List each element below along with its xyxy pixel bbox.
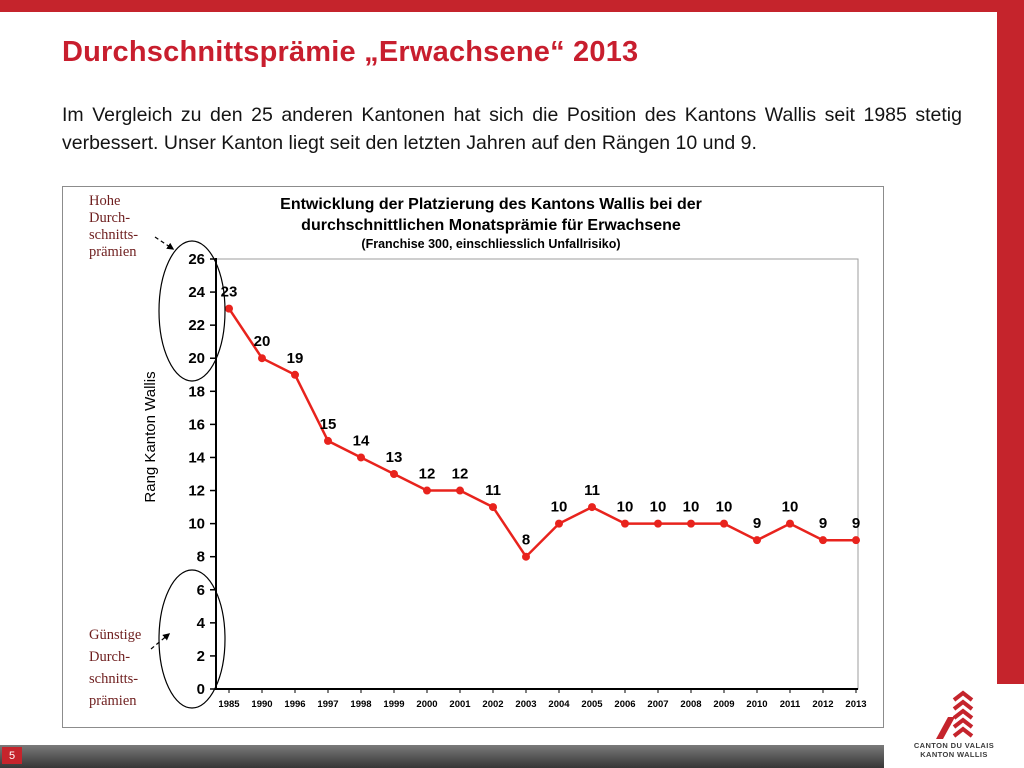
intro-paragraph: Im Vergleich zu den 25 anderen Kantonen … xyxy=(62,104,962,154)
svg-text:1990: 1990 xyxy=(251,699,272,710)
svg-text:14: 14 xyxy=(188,449,205,466)
svg-text:24: 24 xyxy=(188,284,205,301)
svg-text:2005: 2005 xyxy=(581,699,603,710)
svg-text:schnitts-: schnitts- xyxy=(89,227,138,243)
svg-text:12: 12 xyxy=(452,466,469,483)
svg-text:2000: 2000 xyxy=(416,699,437,710)
svg-text:20: 20 xyxy=(254,333,271,350)
svg-text:18: 18 xyxy=(188,383,205,400)
svg-text:Günstige: Günstige xyxy=(89,627,141,643)
svg-text:9: 9 xyxy=(753,515,761,532)
svg-text:9: 9 xyxy=(819,515,827,532)
svg-text:2013: 2013 xyxy=(845,699,866,710)
svg-text:2004: 2004 xyxy=(548,699,570,710)
svg-text:Durch-: Durch- xyxy=(89,210,130,226)
svg-text:4: 4 xyxy=(197,615,206,632)
svg-text:2012: 2012 xyxy=(812,699,833,710)
slide-title: Durchschnittsprämie „Erwachsene“ 2013 xyxy=(62,36,639,68)
page-number: 5 xyxy=(2,747,22,764)
canton-valais-logo-icon xyxy=(936,690,974,739)
svg-text:1998: 1998 xyxy=(350,699,371,710)
svg-text:13: 13 xyxy=(386,449,403,466)
svg-text:6: 6 xyxy=(197,582,205,599)
svg-text:10: 10 xyxy=(782,499,799,516)
svg-text:19: 19 xyxy=(287,350,304,367)
svg-text:2: 2 xyxy=(197,648,205,665)
svg-text:11: 11 xyxy=(584,482,600,499)
svg-text:2008: 2008 xyxy=(680,699,701,710)
svg-text:prämien: prämien xyxy=(89,244,137,260)
svg-text:10: 10 xyxy=(650,499,667,516)
svg-text:14: 14 xyxy=(353,432,370,449)
svg-text:11: 11 xyxy=(485,482,501,499)
svg-text:2011: 2011 xyxy=(780,699,801,710)
svg-text:10: 10 xyxy=(188,516,205,533)
svg-text:1985: 1985 xyxy=(218,699,240,710)
svg-text:Entwicklung der Platzierung de: Entwicklung der Platzierung des Kantons … xyxy=(280,196,702,213)
logo-block: CANTON DU VALAIS KANTON WALLIS xyxy=(884,684,1024,768)
line-chart: Entwicklung der Platzierung des Kantons … xyxy=(89,193,867,710)
top-accent-bar xyxy=(0,0,1024,12)
svg-text:8: 8 xyxy=(522,532,530,549)
svg-text:2003: 2003 xyxy=(515,699,536,710)
svg-text:2006: 2006 xyxy=(614,699,635,710)
svg-text:prämien: prämien xyxy=(89,693,137,709)
svg-text:2010: 2010 xyxy=(746,699,767,710)
svg-text:durchschnittlichen Monatsprämi: durchschnittlichen Monatsprämie für Erwa… xyxy=(301,217,681,234)
svg-text:20: 20 xyxy=(188,350,205,367)
svg-text:10: 10 xyxy=(683,499,700,516)
svg-text:Durch-: Durch- xyxy=(89,649,130,665)
chart-container: Entwicklung der Platzierung des Kantons … xyxy=(62,186,884,728)
right-accent-bar xyxy=(997,0,1024,690)
svg-text:(Franchise 300, einschliesslic: (Franchise 300, einschliesslich Unfallri… xyxy=(361,237,620,251)
logo-text-line1: CANTON DU VALAIS xyxy=(913,741,995,750)
svg-text:8: 8 xyxy=(197,549,205,566)
svg-text:12: 12 xyxy=(419,466,436,483)
svg-text:10: 10 xyxy=(551,499,568,516)
svg-text:schnitts-: schnitts- xyxy=(89,671,138,687)
svg-text:2007: 2007 xyxy=(647,699,668,710)
svg-text:15: 15 xyxy=(320,416,337,433)
svg-text:1999: 1999 xyxy=(383,699,404,710)
svg-text:2001: 2001 xyxy=(449,699,471,710)
svg-text:1997: 1997 xyxy=(317,699,338,710)
svg-text:26: 26 xyxy=(188,251,205,268)
svg-text:22: 22 xyxy=(188,317,205,334)
svg-text:Hohe: Hohe xyxy=(89,193,120,209)
svg-text:12: 12 xyxy=(188,483,205,500)
svg-text:1996: 1996 xyxy=(284,699,305,710)
footer-bar xyxy=(0,745,884,768)
logo-text-line2: KANTON WALLIS xyxy=(920,750,988,759)
svg-text:16: 16 xyxy=(188,416,205,433)
svg-text:9: 9 xyxy=(852,515,860,532)
svg-text:2002: 2002 xyxy=(482,699,503,710)
svg-text:10: 10 xyxy=(716,499,733,516)
svg-text:2009: 2009 xyxy=(713,699,734,710)
svg-text:Rang Kanton Wallis: Rang Kanton Wallis xyxy=(142,371,159,502)
svg-text:0: 0 xyxy=(197,681,205,698)
svg-text:10: 10 xyxy=(617,499,634,516)
